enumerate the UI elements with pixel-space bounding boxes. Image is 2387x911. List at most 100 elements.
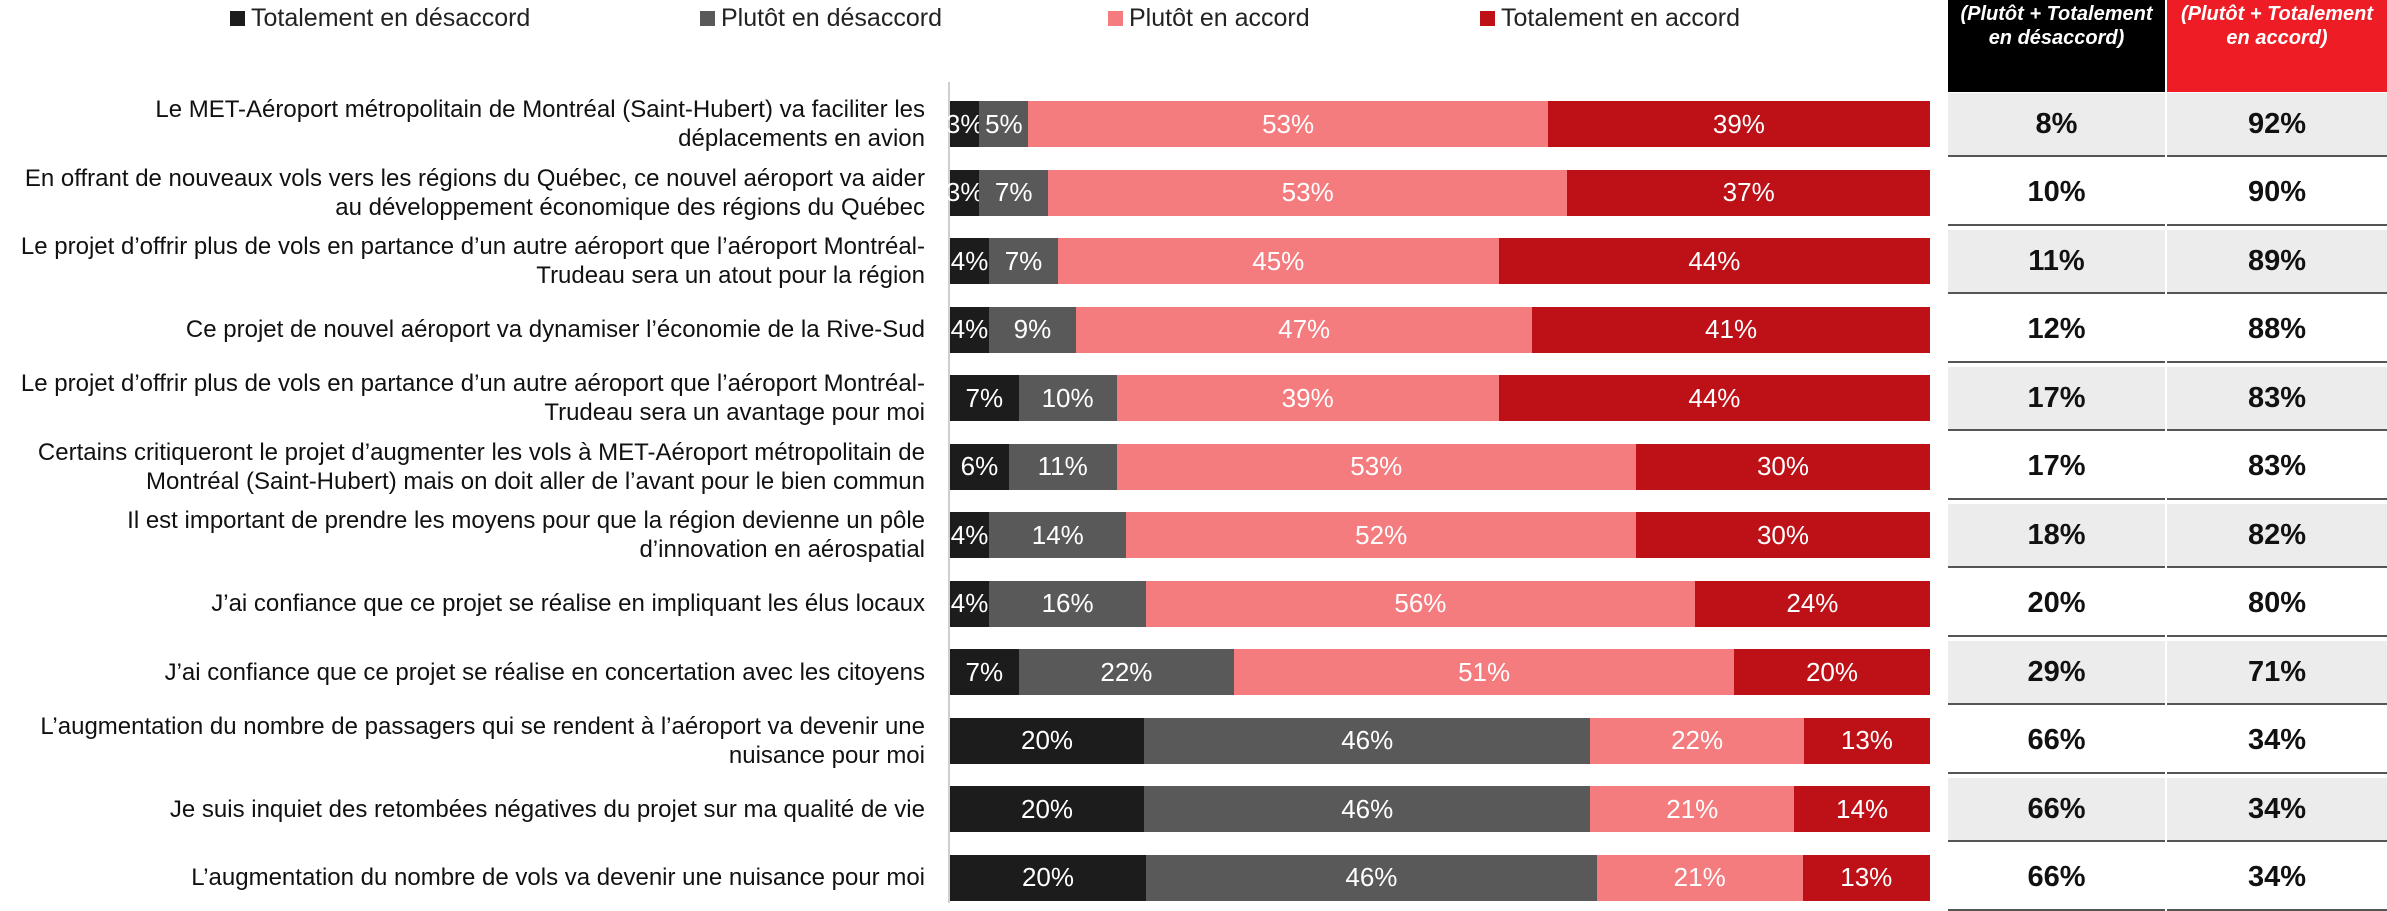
total-agree-value: 71% bbox=[2167, 641, 2387, 705]
category-label: L’augmentation du nombre de vols va deve… bbox=[191, 864, 925, 891]
legend-item-plutot-desaccord: Plutôt en désaccord bbox=[700, 0, 942, 36]
bar-segment: 9% bbox=[988, 306, 1077, 353]
bar-value-label: 30% bbox=[1756, 451, 1810, 481]
bar-value-label: 20% bbox=[1021, 793, 1074, 824]
total-agree-value: 80% bbox=[2167, 572, 2387, 637]
legend-swatch bbox=[1108, 10, 1123, 26]
bar-value-label: 4% bbox=[950, 519, 989, 550]
bar-segment: 4% bbox=[950, 512, 990, 558]
category-axis-line bbox=[948, 82, 950, 903]
bar-segment: 46% bbox=[1144, 717, 1591, 764]
bar-value-label: 46% bbox=[1341, 725, 1394, 755]
bar-segment: 53% bbox=[1048, 169, 1568, 216]
bar-segment: 51% bbox=[1234, 649, 1734, 695]
bar-segment: 20% bbox=[1734, 649, 1930, 695]
total-agree-value: 34% bbox=[2167, 709, 2387, 774]
category-label: Il est important de prendre les moyens p… bbox=[127, 507, 925, 563]
total-disagree-value: 17% bbox=[1948, 435, 2165, 500]
bar-value-label: 4% bbox=[950, 245, 989, 276]
bar-value-label: 5% bbox=[985, 108, 1023, 139]
total-disagree-value: 66% bbox=[1948, 778, 2165, 842]
legend: Totalement en désaccord Plutôt en désacc… bbox=[0, 0, 1900, 36]
bar-value-label: 22% bbox=[1671, 725, 1724, 755]
bar-value-label: 56% bbox=[1394, 588, 1447, 618]
bar-value-label: 7% bbox=[965, 382, 1004, 413]
bar-value-label: 21% bbox=[1673, 862, 1726, 892]
bar-segment: 39% bbox=[1116, 375, 1499, 421]
total-disagree-value: 29% bbox=[1948, 641, 2165, 705]
total-disagree-value: 11% bbox=[1948, 230, 2165, 294]
total-agree-value: 34% bbox=[2167, 846, 2387, 911]
total-disagree-value: 12% bbox=[1948, 298, 2165, 363]
bar-value-label: 4% bbox=[950, 588, 989, 618]
total-agree-value: 88% bbox=[2167, 298, 2387, 363]
bar-value-label: 7% bbox=[1004, 245, 1043, 276]
legend-label: Plutôt en désaccord bbox=[721, 3, 942, 32]
bar-segment: 4% bbox=[950, 306, 989, 353]
bar-segment: 20% bbox=[950, 786, 1145, 832]
bar-value-label: 46% bbox=[1345, 862, 1398, 892]
total-agree-value: 82% bbox=[2167, 504, 2387, 568]
bar-segment: 30% bbox=[1636, 512, 1930, 558]
bar-segment: 16% bbox=[989, 580, 1146, 627]
bar-segment: 13% bbox=[1802, 854, 1930, 901]
bar-value-label: 53% bbox=[1262, 108, 1315, 139]
legend-item-totalement-accord: Totalement en accord bbox=[1480, 0, 1740, 36]
bar-segment: 6% bbox=[950, 443, 1009, 490]
bar-segment: 22% bbox=[1590, 717, 1804, 764]
bar-value-label: 37% bbox=[1722, 177, 1775, 207]
bar-value-label: 20% bbox=[1021, 862, 1075, 892]
total-agree-value: 90% bbox=[2167, 161, 2387, 226]
bar-value-label: 14% bbox=[1031, 519, 1084, 550]
legend-label: Totalement en désaccord bbox=[251, 3, 531, 32]
bar-value-label: 3% bbox=[945, 177, 984, 207]
bar-segment: 56% bbox=[1146, 580, 1695, 627]
category-label: Ce projet de nouvel aéroport va dynamise… bbox=[185, 316, 925, 343]
bar-segment: 5% bbox=[979, 101, 1029, 147]
category-label: Le projet d’offrir plus de vols en parta… bbox=[20, 233, 925, 289]
bar-value-label: 6% bbox=[960, 451, 999, 481]
category-label: J’ai confiance que ce projet se réalise … bbox=[164, 658, 925, 686]
legend-swatch bbox=[700, 10, 715, 26]
bar-segment: 37% bbox=[1567, 169, 1930, 216]
bar-segment: 10% bbox=[1018, 375, 1117, 421]
bar-value-label: 13% bbox=[1840, 725, 1893, 755]
category-label: L’augmentation du nombre de passagers qu… bbox=[40, 712, 925, 769]
legend-swatch bbox=[1480, 10, 1495, 26]
bar-segment: 44% bbox=[1498, 238, 1930, 284]
bar-segment: 24% bbox=[1694, 580, 1930, 627]
category-label: Je suis inquiet des retombées négatives … bbox=[169, 795, 925, 823]
bar-value-label: 20% bbox=[1021, 725, 1074, 755]
bar-segment: 53% bbox=[1028, 101, 1548, 147]
bar-segment: 14% bbox=[989, 512, 1127, 558]
bar-value-label: 46% bbox=[1341, 793, 1394, 824]
bar-segment: 21% bbox=[1590, 786, 1795, 832]
legend-item-plutot-accord: Plutôt en accord bbox=[1108, 0, 1310, 36]
bar-segment: 4% bbox=[950, 580, 990, 627]
bar-value-label: 52% bbox=[1355, 519, 1408, 550]
bar-segment: 7% bbox=[950, 649, 1019, 695]
category-label: J’ai confiance que ce projet se réalise … bbox=[211, 590, 925, 617]
bar-value-label: 21% bbox=[1666, 793, 1719, 824]
bar-segment: 11% bbox=[1008, 443, 1117, 490]
category-label: Certains critiqueront le projet d’augmen… bbox=[37, 438, 925, 495]
bar-segment: 14% bbox=[1794, 786, 1930, 832]
bar-value-label: 39% bbox=[1712, 108, 1765, 139]
bar-value-label: 7% bbox=[994, 177, 1033, 207]
bar-value-label: 22% bbox=[1100, 656, 1153, 687]
bar-segment: 44% bbox=[1498, 375, 1930, 421]
bar-value-label: 9% bbox=[1013, 314, 1052, 344]
bar-value-label: 53% bbox=[1350, 451, 1403, 481]
bar-value-label: 16% bbox=[1041, 588, 1094, 618]
bar-segment: 7% bbox=[950, 375, 1019, 421]
bar-value-label: 14% bbox=[1836, 793, 1889, 824]
total-disagree-value: 10% bbox=[1948, 161, 2165, 226]
bar-segment: 20% bbox=[950, 717, 1145, 764]
total-disagree-value: 17% bbox=[1948, 367, 2165, 431]
total-disagree-value: 18% bbox=[1948, 504, 2165, 568]
total-disagree-value: 66% bbox=[1948, 846, 2165, 911]
bar-segment: 53% bbox=[1116, 443, 1636, 490]
bar-segment: 13% bbox=[1803, 717, 1930, 764]
bar-value-label: 4% bbox=[950, 314, 989, 344]
total-agree-value: 83% bbox=[2167, 435, 2387, 500]
